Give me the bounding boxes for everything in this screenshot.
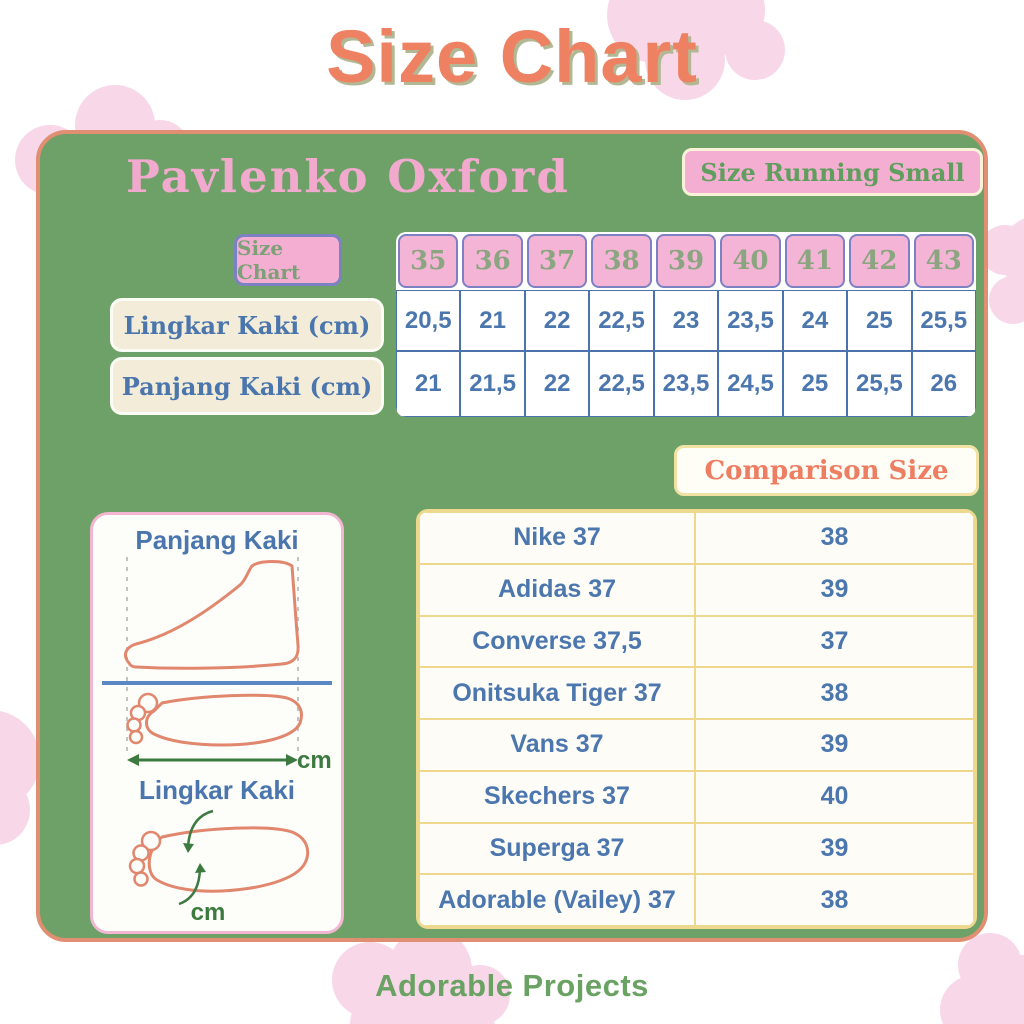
flower-decoration-bottom-center [332,935,510,1024]
comparison-size-header: Comparison Size [674,445,979,496]
flower-decoration-bottom-right [940,933,1024,1024]
size-cell: 40 [695,770,974,823]
brand-cell: Onitsuka Tiger 37 [419,667,695,719]
flower-decoration-left-edge [0,711,40,845]
brand-cell: Superga 37 [419,822,695,875]
product-name: Pavlenko Oxford [126,150,570,203]
panjang-value-cell: 25 [782,351,848,417]
page-title: Size Chart [326,15,698,98]
size-cell: 39 [695,719,974,771]
size-cell: 38 [695,667,974,719]
size-cell: 39 [695,563,974,616]
main-panel: Pavlenko Oxford Size Running Small Size … [36,130,988,942]
panjang-value-cell: 21 [396,351,461,417]
lingkar-value-cell: 23,5 [718,290,783,351]
size-header-cell: 37 [526,234,588,288]
panjang-value-cell: 22,5 [589,351,654,417]
flower-decoration-top-center [607,0,785,100]
size-header-cell: 43 [913,234,974,288]
size-header-cell: 36 [462,234,523,288]
size-header-cell: 42 [849,234,910,288]
brand-cell: Converse 37,5 [419,615,695,668]
lingkar-value-cell: 25 [847,290,912,351]
brand-cell: Nike 37 [419,512,695,564]
brand-cell: Adorable (Vailey) 37 [419,874,695,926]
lingkar-value-cell: 20,5 [396,290,461,351]
panjang-value-cell: 24,5 [718,351,783,417]
measurement-guide-panel: Panjang Kaki cm Lingkar Kaki [90,512,344,934]
girth-unit-label: cm [190,899,226,926]
panjang-value-cell: 23,5 [653,351,719,417]
size-running-small-badge: Size Running Small [682,148,983,196]
brand-footer: Adorable Projects [375,968,649,1003]
lingkar-value-cell: 23 [653,290,719,351]
brand-cell: Skechers 37 [419,770,695,823]
size-cell: 39 [695,822,974,875]
size-header-cell: 40 [720,234,781,288]
size-cell: 37 [695,615,974,668]
brand-cell: Adidas 37 [419,563,695,616]
size-cell: 38 [695,874,974,926]
lingkar-value-cell: 21 [460,290,525,351]
row-label-panjang-kaki: Panjang Kaki (cm) [110,357,384,415]
panjang-value-cell: 26 [911,351,976,417]
foot-girth-diagram-icon [128,809,310,906]
panjang-value-cell: 25,5 [847,351,912,417]
brand-cell: Vans 37 [419,719,695,771]
panjang-value-cell: 22 [524,351,590,417]
size-header-cell: 38 [591,234,652,288]
foot-length-diagram-icon [102,557,332,766]
size-cell: 38 [695,512,974,564]
size-table: 35 36 37 38 39 40 41 42 43 20,5 21 22 22… [396,232,976,417]
length-guide-title: Panjang Kaki [135,525,299,555]
flower-decoration-right-edge [980,218,1024,324]
size-header-cell: 35 [398,234,459,288]
girth-guide-title: Lingkar Kaki [138,775,296,805]
size-chart-corner-label: Size Chart [234,234,342,286]
lingkar-value-cell: 22,5 [589,290,654,351]
row-label-lingkar-kaki: Lingkar Kaki (cm) [110,298,384,352]
size-header-cell: 39 [655,234,717,288]
lingkar-value-cell: 25,5 [911,290,976,351]
length-unit-label: cm [297,747,332,774]
lingkar-value-cell: 22 [524,290,590,351]
panjang-value-cell: 21,5 [460,351,525,417]
size-header-cell: 41 [784,234,846,288]
comparison-table: Nike 37 38 Adidas 37 39 Converse 37,5 37… [416,509,977,929]
lingkar-value-cell: 24 [782,290,848,351]
